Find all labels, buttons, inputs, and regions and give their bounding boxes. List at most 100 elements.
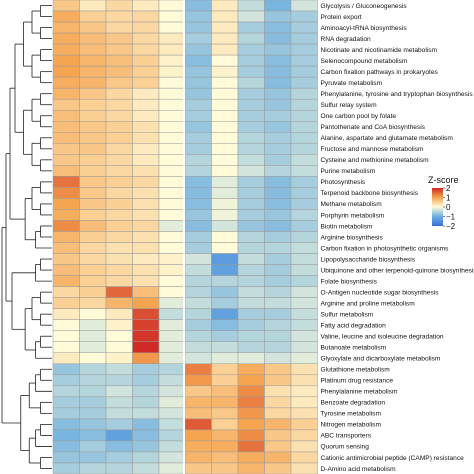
heatmap-cell [79, 231, 107, 243]
heatmap-cell [211, 286, 239, 298]
heatmap-cell [132, 352, 160, 365]
heatmap-cell [132, 440, 160, 453]
heatmap-cell [290, 429, 318, 442]
row-label: Selenocompound metabolism [321, 58, 408, 65]
heatmap-cell [237, 76, 265, 89]
heatmap-cell [132, 396, 160, 409]
heatmap-cell [290, 319, 318, 331]
heatmap-cell [264, 440, 292, 453]
heatmap-cell [211, 109, 239, 122]
row-label: Fatty acid degradation [321, 322, 387, 329]
heatmap-cell [79, 451, 107, 464]
legend-tick-label: 0 [446, 203, 451, 212]
heatmap-cell [290, 308, 318, 320]
heatmap-cell [158, 132, 186, 144]
legend-title: Z-score [428, 175, 459, 185]
heatmap-cell [158, 43, 186, 56]
heatmap-cell [158, 54, 186, 67]
heatmap-cell [211, 65, 239, 78]
heatmap-cell [264, 154, 292, 166]
heatmap-cell [158, 319, 186, 331]
row-label: Benzoate degradation [321, 400, 386, 407]
heatmap-cell [184, 407, 212, 420]
heatmap-cell [264, 43, 292, 56]
heatmap-cell [264, 264, 292, 276]
heatmap-cell [132, 418, 160, 431]
heatmap-cell [237, 220, 265, 232]
heatmap-cell [52, 176, 80, 188]
heatmap-cell [79, 154, 107, 166]
heatmap-cell [237, 462, 265, 474]
heatmap-cell [132, 242, 160, 254]
heatmap-cell [105, 319, 133, 331]
heatmap-cell [105, 220, 133, 232]
heatmap-cell [79, 198, 107, 210]
heatmap-cell [290, 98, 318, 111]
heatmap-cell [52, 407, 80, 420]
heatmap-cell [184, 220, 212, 232]
heatmap-cell [52, 286, 80, 298]
heatmap-cell [132, 429, 160, 442]
heatmap-cell [290, 440, 318, 453]
heatmap-cell [132, 32, 160, 45]
heatmap-cell [158, 264, 186, 276]
legend-ticks: 210−1−2 [443, 184, 456, 231]
heatmap-cell [79, 98, 107, 111]
heatmap-cell [211, 43, 239, 56]
legend-colorbar [432, 188, 443, 226]
heatmap-cell [211, 242, 239, 254]
heatmap-cell [211, 275, 239, 287]
heatmap-cell [79, 76, 107, 89]
heatmap-cell [79, 297, 107, 309]
heatmap-cell [211, 253, 239, 265]
heatmap-cell [52, 385, 80, 398]
heatmap-cell [79, 65, 107, 78]
heatmap-cell [184, 264, 212, 276]
heatmap-cell [158, 330, 186, 342]
heatmap-cell [264, 385, 292, 398]
heatmap-cell [105, 143, 133, 155]
heatmap-cell [264, 308, 292, 320]
heatmap-cell [237, 143, 265, 155]
heatmap-cell [184, 0, 212, 12]
row-labels: Glycolysis / Gluconeogenesis Protein expo… [321, 3, 474, 473]
row-label: ABC transporters [321, 433, 372, 440]
heatmap-cell [290, 220, 318, 232]
heatmap-cell [105, 297, 133, 309]
heatmap-cell [158, 176, 186, 188]
heatmap-cell [264, 209, 292, 221]
heatmap-cell [211, 143, 239, 155]
heatmap-cell [52, 451, 80, 464]
heatmap-cell [290, 87, 318, 100]
heatmap-cell [105, 54, 133, 67]
heatmap-cell [290, 451, 318, 464]
heatmap-cell [158, 429, 186, 442]
row-label: Lipopolysaccharide biosynthesis [321, 256, 416, 263]
heatmap-cell [105, 132, 133, 144]
heatmap-cell [211, 319, 239, 331]
heatmap-cell [211, 165, 239, 177]
row-label: Cationic antimicrobial peptide (CAMP) re… [321, 455, 465, 462]
heatmap-cell [237, 198, 265, 210]
heatmap-cell [105, 76, 133, 89]
heatmap-cell [290, 253, 318, 265]
heatmap-cell [184, 363, 212, 376]
heatmap-cell [158, 209, 186, 221]
heatmap-cell [105, 109, 133, 122]
heatmap-cell [264, 98, 292, 111]
heatmap-cell [237, 65, 265, 78]
heatmap-cell [52, 98, 80, 111]
heatmap-cell [290, 231, 318, 243]
heatmap-cell [105, 264, 133, 276]
row-label: Arginine and proline metabolism [321, 300, 416, 307]
heatmap-cell [52, 396, 80, 409]
heatmap-cell [79, 352, 107, 365]
heatmap-cell [184, 231, 212, 243]
heatmap-cell [132, 43, 160, 56]
heatmap-cell [184, 21, 212, 34]
heatmap-cell [211, 121, 239, 133]
heatmap-cell [211, 407, 239, 420]
heatmap-cell [132, 165, 160, 177]
heatmap-cell [52, 10, 80, 23]
heatmap-cell [105, 253, 133, 265]
